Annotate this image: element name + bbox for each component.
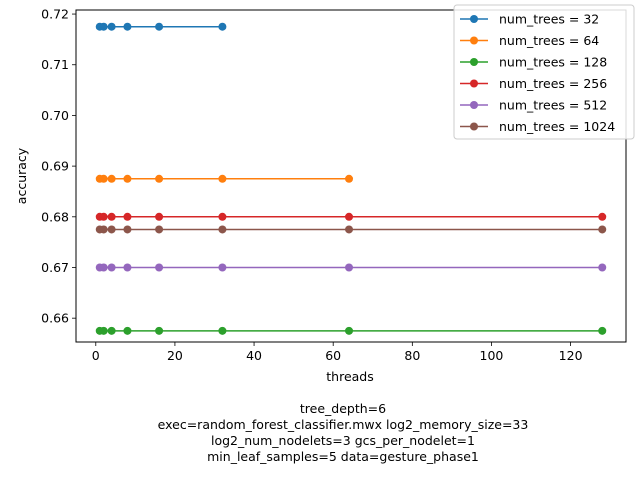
data-point <box>345 212 354 221</box>
data-point <box>123 174 132 183</box>
data-point <box>218 263 227 272</box>
y-tick-label: 0.67 <box>41 260 69 275</box>
data-point <box>107 212 116 221</box>
legend-label: num_trees = 64 <box>499 33 599 48</box>
x-tick-label: 0 <box>92 348 100 363</box>
y-tick-label: 0.69 <box>41 159 69 174</box>
series-0 <box>95 22 227 31</box>
data-point <box>107 326 116 335</box>
legend-marker <box>470 15 478 23</box>
legend-label: num_trees = 1024 <box>499 119 615 134</box>
data-point <box>107 22 116 31</box>
legend-label: num_trees = 256 <box>499 76 607 91</box>
data-point <box>345 263 354 272</box>
data-point <box>218 326 227 335</box>
series-2 <box>95 326 607 335</box>
data-point <box>345 225 354 234</box>
legend: num_trees = 32 num_trees = 64 num_trees = … <box>453 4 635 140</box>
data-point <box>123 326 132 335</box>
y-tick-label: 0.70 <box>41 108 69 123</box>
data-point <box>155 225 164 234</box>
x-axis-ticks: 0 20 40 60 80 100 120 <box>92 342 583 363</box>
data-point <box>598 263 607 272</box>
data-point <box>99 174 108 183</box>
x-tick-label: 80 <box>404 348 420 363</box>
y-tick-label: 0.68 <box>41 209 69 224</box>
x-tick-label: 100 <box>480 348 504 363</box>
data-point <box>155 326 164 335</box>
y-tick-label: 0.72 <box>41 7 69 22</box>
y-tick-label: 0.66 <box>41 311 69 326</box>
legend-label: num_trees = 32 <box>499 12 599 27</box>
series-layer <box>95 22 607 335</box>
data-point <box>218 174 227 183</box>
data-point <box>345 174 354 183</box>
data-point <box>598 326 607 335</box>
data-point <box>107 174 116 183</box>
x-tick-label: 120 <box>559 348 583 363</box>
legend-marker <box>470 58 478 66</box>
data-point <box>155 174 164 183</box>
data-point <box>99 22 108 31</box>
plot-area <box>75 9 627 343</box>
data-point <box>598 212 607 221</box>
legend-label: num_trees = 128 <box>499 55 607 70</box>
legend-marker <box>470 101 478 109</box>
x-axis-label: threads <box>326 369 374 384</box>
data-point <box>123 22 132 31</box>
data-point <box>99 263 108 272</box>
legend-marker <box>470 79 478 88</box>
legend-entry: num_trees = 256 <box>460 76 607 91</box>
legend-entry: num_trees = 32 <box>460 12 599 27</box>
legend-marker <box>470 36 478 45</box>
data-point <box>218 212 227 221</box>
footer-line-4: min_leaf_samples=5 data=gesture_phase1 <box>207 449 479 464</box>
legend-box <box>453 4 635 140</box>
legend-entry: num_trees = 512 <box>460 98 607 113</box>
x-tick-label: 60 <box>325 348 341 363</box>
y-tick-label: 0.71 <box>41 57 69 72</box>
footer-parameters: tree_depth=6 exec=random_forest_classifi… <box>158 401 529 464</box>
y-axis-label: accuracy <box>14 147 29 204</box>
series-5 <box>95 225 607 234</box>
axes-frame <box>75 9 627 343</box>
footer-line-1: tree_depth=6 <box>300 401 386 416</box>
data-point <box>218 225 227 234</box>
data-point <box>107 225 116 234</box>
data-point <box>123 212 132 221</box>
footer-line-3: log2_num_nodelets=3 gcs_per_nodelet=1 <box>211 433 475 448</box>
data-point <box>99 225 108 234</box>
data-point <box>123 263 132 272</box>
data-point <box>345 326 354 335</box>
x-tick-label: 20 <box>167 348 183 363</box>
series-1 <box>95 174 354 183</box>
data-point <box>123 225 132 234</box>
series-3 <box>95 212 607 221</box>
footer-line-2: exec=random_forest_classifier.mwx log2_m… <box>158 417 529 432</box>
legend-label: num_trees = 512 <box>499 98 607 113</box>
data-point <box>155 22 164 31</box>
data-point <box>99 326 108 335</box>
legend-marker <box>470 122 478 131</box>
data-point <box>99 212 108 221</box>
data-point <box>107 263 116 272</box>
x-tick-label: 40 <box>246 348 262 363</box>
y-axis-ticks: 0.66 0.67 0.68 0.69 0.70 0.71 0.72 <box>41 7 76 326</box>
data-point <box>598 225 607 234</box>
data-point <box>155 212 164 221</box>
data-point <box>155 263 164 272</box>
legend-entry: num_trees = 128 <box>460 55 607 70</box>
series-4 <box>95 263 607 272</box>
legend-entry: num_trees = 1024 <box>460 119 615 134</box>
data-point <box>218 22 227 31</box>
legend-entry: num_trees = 64 <box>460 33 599 48</box>
